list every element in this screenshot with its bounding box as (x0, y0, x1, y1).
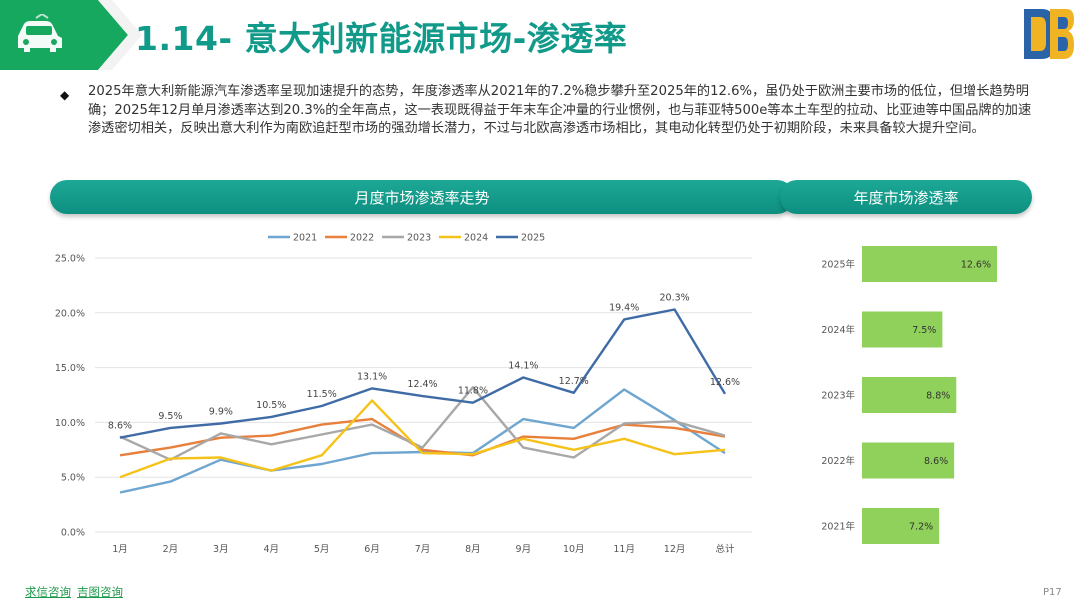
car-icon (18, 14, 62, 52)
summary-bullet: ◆ (60, 88, 70, 102)
bar-value-label: 8.6% (924, 456, 948, 467)
bar-category-label: 2023年 (821, 390, 855, 402)
data-label: 12.6% (710, 377, 740, 388)
y-tick-label: 0.0% (61, 528, 85, 539)
y-tick-label: 15.0% (55, 363, 85, 374)
summary-text: 2025年意大利新能源汽车渗透率呈现加速提升的态势，年度渗透率从2021年的7.… (88, 84, 1032, 136)
x-tick-label: 2月 (163, 544, 179, 555)
x-tick-label: 9月 (516, 544, 532, 555)
bar (862, 508, 940, 544)
bar-value-label: 8.8% (926, 391, 950, 402)
legend-label-2025: 2025 (521, 233, 545, 244)
x-tick-label: 4月 (263, 544, 279, 555)
y-tick-label: 25.0% (55, 254, 85, 265)
bar-category-label: 2021年 (821, 521, 855, 533)
bar (862, 377, 957, 413)
y-tick-label: 5.0% (61, 473, 85, 484)
data-label: 9.9% (209, 406, 233, 417)
data-label: 10.5% (256, 400, 286, 411)
x-tick-label: 3月 (213, 544, 229, 555)
y-tick-label: 10.0% (55, 418, 85, 429)
bar-value-label: 12.6% (961, 260, 991, 271)
x-tick-label: 10月 (563, 544, 585, 555)
x-tick-label: 7月 (415, 544, 431, 555)
bar-category-label: 2025年 (821, 259, 855, 271)
data-label: 13.1% (357, 371, 387, 382)
page-title: 1.14- 意大利新能源市场-渗透率 (135, 19, 628, 58)
bar (862, 442, 955, 479)
legend-label-2022: 2022 (350, 233, 374, 244)
data-label: 9.5% (158, 411, 182, 422)
monthly-section-header: 月度市场渗透率走势 (50, 180, 794, 214)
series-line-2024 (119, 399, 726, 479)
footer-link-jitu[interactable]: 吉图咨询 (77, 585, 123, 599)
data-label: 19.4% (609, 302, 639, 313)
header-banner (0, 0, 142, 70)
bar-value-label: 7.2% (909, 522, 933, 533)
bar (862, 311, 943, 348)
x-tick-label: 1月 (112, 544, 128, 555)
x-tick-label: 6月 (364, 544, 380, 555)
x-tick-label: 11月 (613, 544, 635, 555)
legend-label-2024: 2024 (464, 233, 488, 244)
series-line-2023 (119, 386, 726, 461)
bar (862, 246, 997, 282)
x-tick-label: 8月 (465, 544, 481, 555)
footer-links: 求信咨询 吉图咨询 (25, 584, 129, 600)
legend-label-2021: 2021 (293, 233, 317, 244)
bar-value-label: 7.5% (912, 325, 936, 336)
data-label: 12.4% (407, 379, 437, 390)
data-label: 8.6% (108, 421, 132, 432)
data-label: 11.5% (307, 389, 337, 400)
data-label: 12.7% (559, 376, 589, 387)
data-label: 11.8% (458, 386, 488, 397)
x-tick-label: 5月 (314, 544, 330, 555)
page-number: P17 (1043, 587, 1062, 598)
x-tick-label: 12月 (664, 544, 686, 555)
db-logo (1024, 9, 1074, 59)
bar-category-label: 2022年 (821, 455, 855, 467)
y-tick-label: 20.0% (55, 308, 85, 319)
legend-label-2023: 2023 (407, 233, 431, 244)
series-line-2025 (119, 308, 727, 439)
bar-category-label: 2024年 (821, 324, 855, 336)
annual-section-header: 年度市场渗透率 (780, 180, 1032, 214)
x-tick-label: 总计 (715, 543, 735, 555)
data-label: 14.1% (508, 360, 538, 371)
data-label: 20.3% (659, 293, 689, 304)
footer-link-qiuxin[interactable]: 求信咨询 (25, 585, 71, 599)
